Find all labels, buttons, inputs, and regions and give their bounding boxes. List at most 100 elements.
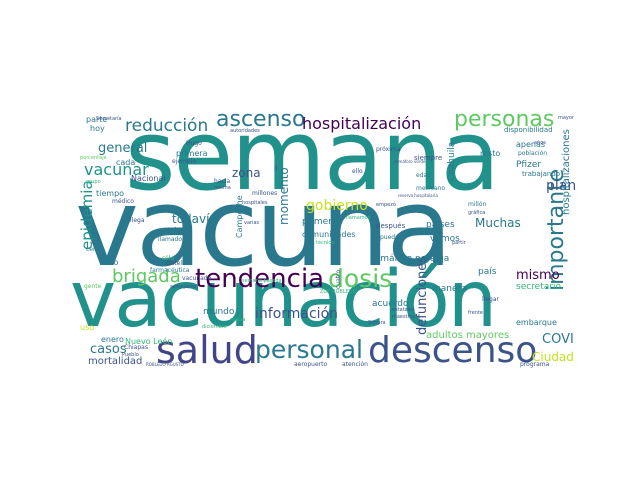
word-millon: millón [468,201,487,208]
word-comunidades: comunidades [302,230,356,239]
word-hacia: hacia [214,178,231,185]
word-aeropuerto: aeropuerto [294,361,328,368]
word-personal: personal [255,335,363,364]
word-ze-robledo: ZOÉ ROBLEDO [320,289,357,295]
word-llamado: llamado [158,236,183,243]
word-acuerdo: acuerdo [372,299,409,309]
word-tecnico: técnico [316,240,335,246]
word-porcentaje: porcentaje [80,155,107,161]
word-ello: ello [352,168,363,175]
word-gente: gente [84,283,102,290]
word-hospitalizaciones: hospitalizaciones [561,129,572,215]
word-primero: primero [302,217,338,227]
word-grafica: gráfica [468,210,486,216]
word-pais: país [478,267,497,277]
word-semana: semana [125,113,500,212]
word-dosis: dosis [328,264,393,293]
word-pfizer: Pfizer [516,160,542,170]
word-primera: primera [176,149,208,158]
word-cloud: semana vacuna vacunación salud descenso … [70,113,575,371]
word-nacional: Nacional [131,174,166,183]
word-vacunar: vacunar [84,160,149,179]
word-descenso: descenso [368,330,538,371]
word-todavia: todavía [172,212,217,226]
word-autoridades: autoridades [230,128,260,134]
word-enero: enero [101,335,124,344]
word-nueva: nueva [230,317,246,323]
word-manera: manera [432,284,467,294]
word-proxima: próxima [376,146,401,153]
word-semaforo-verde: semáforo verde [394,159,426,164]
word-reduccion: reducción [125,116,209,136]
word-vacunacion: vacunación [70,255,497,345]
word-medico: médico [112,198,134,205]
word-roble-agusto: ROBLEDO AGUSTO [146,362,184,367]
word-pueden: pueden [380,234,403,241]
word-chiapas: Chiapas [124,344,148,351]
word-estatales: estatales [392,307,415,313]
word-programa: programa [520,361,550,368]
word-informacion: información [255,306,339,322]
word-zona: zona [232,166,261,180]
word-semejante: semejante [170,284,197,290]
word-mayor: mayor [558,115,575,121]
word-siempre: siempre [414,154,443,162]
word-semaforo-naranja: semáforo naranja [370,254,450,264]
word-ir: ir [274,165,279,172]
word-edad: edad [416,172,431,179]
word-momento: momento [277,167,291,225]
word-defunciones: defunciones [415,255,430,335]
word-apenas: apenas [516,140,546,149]
word-cuatro: cuatro [335,269,342,289]
word-muchas: Muchas [475,216,521,230]
word-vemos: vemos [430,234,460,244]
word-epidemia: epidemia [78,180,96,250]
word-mundo: mundo [203,307,235,317]
word-parte: parte [86,115,108,124]
word-atencion: atención [342,361,368,368]
word-empezo: empezó [376,202,396,208]
word-solo: sólo [162,255,175,262]
word-adultos-mayores: adultos mayores [426,330,510,341]
word-varias: varias [244,220,260,226]
word-paises: países [426,220,455,230]
word-resto: resto [480,149,501,158]
word-semana-pasada: semana pasada [242,278,282,284]
word-poblacion: población [518,150,548,157]
word-trabajando: trabajando [522,170,561,178]
word-secretario: secretario [516,282,561,292]
word-secretaria: Secretaría [96,116,122,122]
word-diciembre: diciembre [202,324,227,330]
word-toda: toda [162,227,183,237]
word-anos: años [534,140,546,146]
word-despues: después [376,222,406,230]
word-reserva-hospitalaria: reserva hospitalaria [398,193,438,198]
word-hoy: hoy [90,124,105,133]
word-salud: salud [156,328,258,371]
word-partir: partir [452,240,466,246]
word-tendencia: tendencia [195,264,325,294]
word-grupo: grupo [86,179,101,185]
word-hugo: Hugo [186,140,202,147]
word-farmaceutica: farmacéutica [150,267,190,274]
word-nuevo-leon: Nuevo León [125,337,173,346]
word-mortalidad: mortalidad [88,356,143,367]
word-llegar: llegar [482,296,499,303]
word-hospitalizacion: hospitalización [302,114,422,133]
word-cerca: cerca [86,246,103,253]
word-gobierno: gobierno [306,198,368,214]
word-personas: personas [454,113,555,132]
word-frente: frente [468,310,483,316]
word-ascenso: ascenso [216,113,306,132]
word-llamamos: llamamos [346,215,371,221]
word-cada: cada [116,158,136,167]
word-plan: plan [546,178,575,194]
word-vacunado: vacunado [182,275,212,282]
word-casos: casos [90,342,127,357]
word-ciudad: Ciudad [532,350,574,364]
word-general: general [98,141,148,156]
word-mexicano: mexicano [416,185,446,192]
word-mismo: mismo [516,268,560,283]
word-embarque: embarque [516,318,557,327]
word-maestros: maestros [392,314,416,320]
